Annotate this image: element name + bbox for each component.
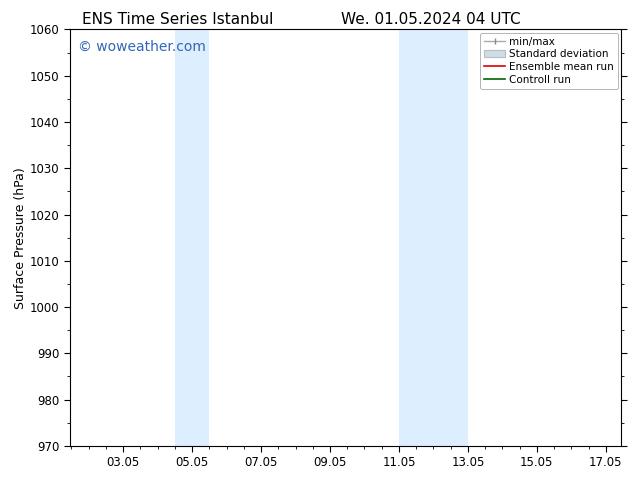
Y-axis label: Surface Pressure (hPa): Surface Pressure (hPa) [14,167,27,309]
Text: © woweather.com: © woweather.com [78,40,206,54]
Text: We. 01.05.2024 04 UTC: We. 01.05.2024 04 UTC [341,12,521,27]
Bar [399,29,468,446]
Text: ENS Time Series Istanbul: ENS Time Series Istanbul [82,12,273,27]
Bar [175,29,209,446]
Legend: min/max, Standard deviation, Ensemble mean run, Controll run: min/max, Standard deviation, Ensemble me… [480,32,618,89]
